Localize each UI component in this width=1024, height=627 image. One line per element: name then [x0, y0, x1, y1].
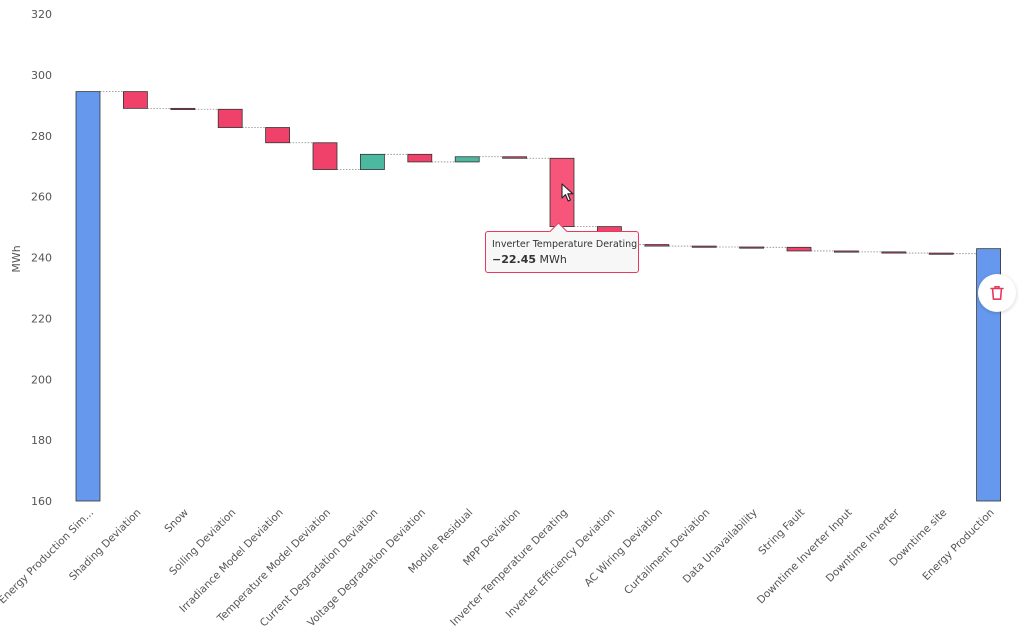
delta-bar — [407, 153, 433, 163]
y-tick-label: 200 — [31, 373, 52, 386]
x-tick-label: Curtailment Deviation — [622, 507, 712, 597]
delta-bar — [265, 127, 291, 144]
bar-tooltip: Inverter Temperature Derating −22.45 MWh — [485, 222, 639, 273]
delta-bar — [359, 153, 385, 170]
y-tick-label: 260 — [31, 191, 52, 204]
delete-button[interactable] — [978, 274, 1016, 312]
delta-bar — [454, 156, 480, 163]
y-tick-label: 280 — [31, 130, 52, 143]
y-axis: 160 180 200 220 240 260 280 300 320 — [31, 8, 52, 508]
delta-bar — [312, 142, 338, 170]
tooltip-title: Inverter Temperature Derating — [492, 239, 638, 250]
delta-bar — [881, 251, 907, 254]
total-bar — [75, 91, 101, 502]
delta-bar — [644, 244, 670, 247]
tooltip-value: −22.45 MWh — [492, 253, 632, 266]
x-tick-label: Snow — [162, 506, 191, 535]
delta-bar — [217, 108, 243, 128]
delta-bar — [691, 245, 717, 248]
delta-bar — [739, 246, 764, 249]
delta-bar — [834, 250, 859, 253]
y-tick-label: 160 — [31, 495, 52, 508]
y-axis-label: MWh — [10, 245, 23, 272]
y-tick-label: 320 — [31, 8, 52, 21]
tooltip-unit: MWh — [539, 253, 567, 266]
x-tick-label: Downtime Inverter Input — [755, 507, 855, 607]
x-tick-label: AC Wiring Deviation — [582, 507, 665, 590]
x-tick-label: String Fault — [756, 507, 807, 558]
bars — [75, 91, 1001, 502]
connector-lines — [100, 91, 977, 255]
trash-icon — [990, 286, 1004, 300]
delta-bar — [123, 91, 148, 109]
x-axis-labels: Energy Production Sim...Shading Deviatio… — [0, 506, 997, 627]
y-tick-label: 300 — [31, 69, 52, 82]
y-tick-label: 220 — [31, 312, 52, 325]
delta-bar — [502, 156, 528, 159]
y-tick-label: 240 — [31, 252, 52, 265]
mouse-cursor-icon — [561, 183, 574, 202]
x-tick-label: Energy Production Sim... — [0, 507, 96, 607]
delta-bar — [170, 107, 196, 110]
delta-bar — [928, 252, 954, 255]
y-tick-label: 180 — [31, 434, 52, 447]
tooltip-number: −22.45 — [492, 253, 537, 266]
delta-bar — [786, 246, 812, 252]
